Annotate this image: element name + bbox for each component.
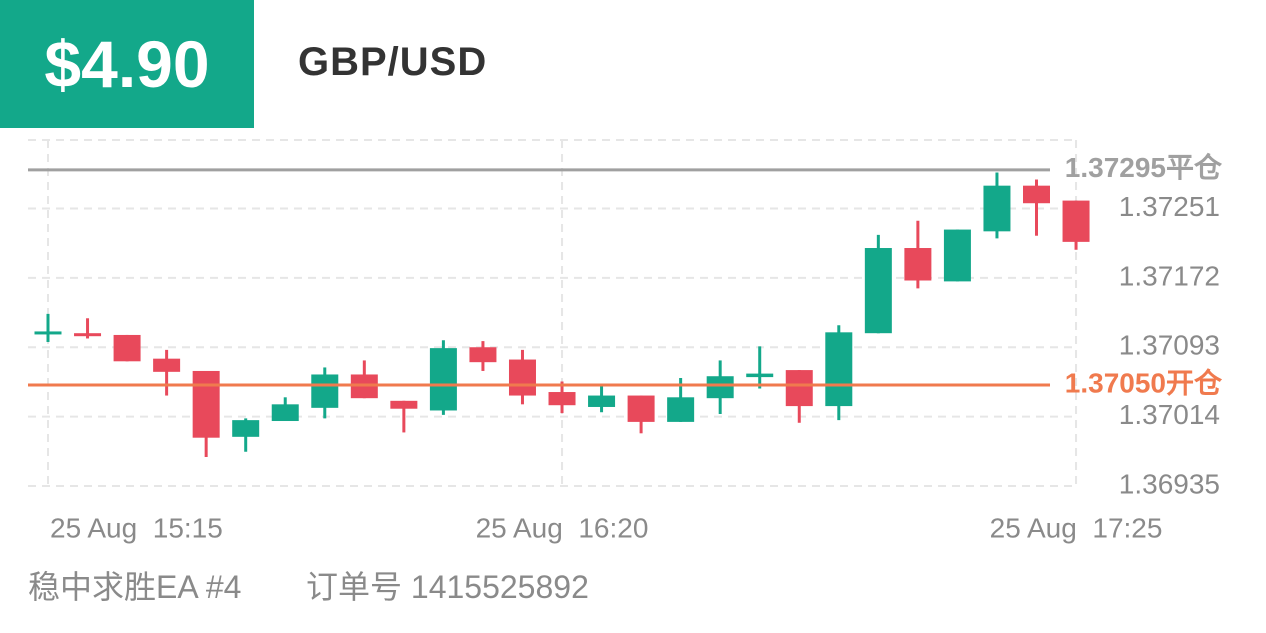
price-line-label: 1.37050开仓 bbox=[1065, 367, 1223, 398]
order-number: 订单号 1415525892 bbox=[306, 569, 589, 605]
candle-body bbox=[825, 332, 853, 407]
candle-body bbox=[943, 229, 971, 282]
candle-body bbox=[904, 248, 932, 281]
pnl-badge: $4.90 bbox=[0, 0, 254, 128]
candle-body bbox=[508, 359, 536, 396]
y-tick-label: 1.36935 bbox=[1119, 468, 1220, 499]
y-tick-label: 1.37251 bbox=[1119, 191, 1220, 222]
strategy-name: 稳中求胜EA #4 bbox=[28, 569, 242, 605]
y-tick-label: 1.37093 bbox=[1119, 330, 1220, 361]
x-tick-label: 25 Aug 15:15 bbox=[50, 512, 223, 543]
candle-body bbox=[34, 331, 62, 335]
x-tick-label: 25 Aug 16:20 bbox=[476, 512, 649, 543]
candle-body bbox=[983, 185, 1011, 232]
candle-body bbox=[1023, 185, 1050, 204]
candle-body bbox=[232, 420, 260, 437]
candle-body bbox=[548, 392, 576, 406]
candle-body bbox=[785, 370, 813, 407]
candle-body bbox=[588, 395, 616, 407]
candle-body bbox=[469, 347, 497, 363]
price-line-label: 1.37295平仓 bbox=[1065, 152, 1223, 183]
candle-body bbox=[864, 248, 892, 334]
candle-body bbox=[627, 395, 655, 422]
candle-body bbox=[74, 333, 102, 337]
x-tick-label: 25 Aug 17:25 bbox=[990, 512, 1163, 543]
candle-body bbox=[311, 374, 339, 408]
candle-body bbox=[1062, 200, 1090, 242]
symbol: GBP/USD bbox=[298, 40, 488, 84]
candle-body bbox=[667, 397, 695, 422]
y-tick-label: 1.37014 bbox=[1119, 399, 1220, 430]
candle-body bbox=[153, 358, 181, 372]
candle-body bbox=[429, 348, 457, 411]
candle-body bbox=[706, 376, 734, 399]
y-tick-label: 1.37172 bbox=[1119, 260, 1220, 291]
candle-body bbox=[113, 334, 141, 362]
candle-body bbox=[192, 370, 220, 438]
candle-body bbox=[271, 404, 299, 422]
candle-body bbox=[390, 400, 418, 409]
candle-body bbox=[746, 373, 774, 378]
